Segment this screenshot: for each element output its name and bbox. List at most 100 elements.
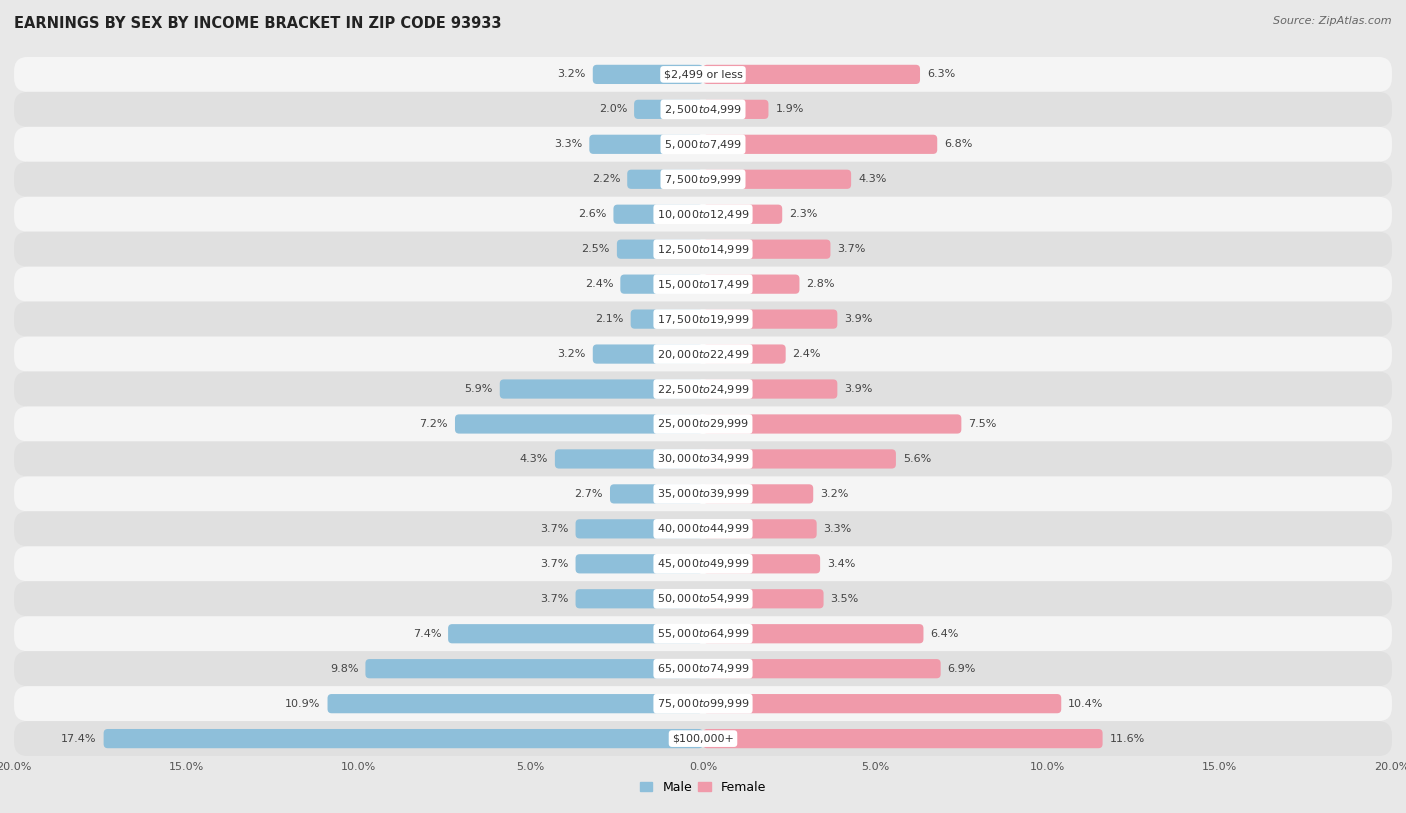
FancyBboxPatch shape (14, 686, 1392, 721)
FancyBboxPatch shape (703, 170, 851, 189)
FancyBboxPatch shape (703, 485, 813, 503)
Text: 3.7%: 3.7% (540, 593, 568, 604)
FancyBboxPatch shape (14, 302, 1392, 337)
FancyBboxPatch shape (575, 554, 703, 573)
Text: 4.3%: 4.3% (520, 454, 548, 464)
Text: 1.9%: 1.9% (775, 104, 804, 115)
FancyBboxPatch shape (14, 441, 1392, 476)
FancyBboxPatch shape (14, 546, 1392, 581)
Text: 2.4%: 2.4% (585, 279, 613, 289)
FancyBboxPatch shape (703, 135, 938, 154)
Text: 5.9%: 5.9% (464, 384, 494, 394)
Text: $65,000 to $74,999: $65,000 to $74,999 (657, 663, 749, 675)
FancyBboxPatch shape (14, 372, 1392, 406)
FancyBboxPatch shape (631, 310, 703, 328)
Text: 2.7%: 2.7% (575, 489, 603, 499)
FancyBboxPatch shape (14, 581, 1392, 616)
Text: $75,000 to $99,999: $75,000 to $99,999 (657, 698, 749, 710)
Text: 2.1%: 2.1% (595, 314, 624, 324)
FancyBboxPatch shape (14, 232, 1392, 267)
Text: $15,000 to $17,499: $15,000 to $17,499 (657, 278, 749, 290)
Text: $30,000 to $34,999: $30,000 to $34,999 (657, 453, 749, 465)
FancyBboxPatch shape (703, 205, 782, 224)
Text: 6.9%: 6.9% (948, 663, 976, 674)
FancyBboxPatch shape (14, 197, 1392, 232)
Legend: Male, Female: Male, Female (636, 776, 770, 799)
FancyBboxPatch shape (703, 65, 920, 84)
Text: 3.7%: 3.7% (838, 244, 866, 254)
Text: 2.3%: 2.3% (789, 209, 817, 220)
Text: EARNINGS BY SEX BY INCOME BRACKET IN ZIP CODE 93933: EARNINGS BY SEX BY INCOME BRACKET IN ZIP… (14, 16, 502, 31)
Text: 6.8%: 6.8% (945, 139, 973, 150)
FancyBboxPatch shape (610, 485, 703, 503)
Text: 3.5%: 3.5% (831, 593, 859, 604)
FancyBboxPatch shape (703, 589, 824, 608)
FancyBboxPatch shape (589, 135, 703, 154)
FancyBboxPatch shape (555, 450, 703, 468)
FancyBboxPatch shape (14, 337, 1392, 372)
Text: $10,000 to $12,499: $10,000 to $12,499 (657, 208, 749, 220)
Text: 3.3%: 3.3% (554, 139, 582, 150)
Text: $35,000 to $39,999: $35,000 to $39,999 (657, 488, 749, 500)
FancyBboxPatch shape (627, 170, 703, 189)
FancyBboxPatch shape (703, 729, 1102, 748)
FancyBboxPatch shape (366, 659, 703, 678)
Text: $20,000 to $22,499: $20,000 to $22,499 (657, 348, 749, 360)
Text: $40,000 to $44,999: $40,000 to $44,999 (657, 523, 749, 535)
FancyBboxPatch shape (104, 729, 703, 748)
Text: 11.6%: 11.6% (1109, 733, 1144, 744)
Text: $25,000 to $29,999: $25,000 to $29,999 (657, 418, 749, 430)
Text: 4.3%: 4.3% (858, 174, 886, 185)
Text: 3.7%: 3.7% (540, 559, 568, 569)
FancyBboxPatch shape (617, 240, 703, 259)
FancyBboxPatch shape (703, 554, 820, 573)
FancyBboxPatch shape (14, 57, 1392, 92)
FancyBboxPatch shape (14, 267, 1392, 302)
Text: $2,500 to $4,999: $2,500 to $4,999 (664, 103, 742, 115)
Text: 3.7%: 3.7% (540, 524, 568, 534)
Text: 17.4%: 17.4% (62, 733, 97, 744)
Text: Source: ZipAtlas.com: Source: ZipAtlas.com (1274, 16, 1392, 26)
FancyBboxPatch shape (703, 450, 896, 468)
Text: 2.2%: 2.2% (592, 174, 620, 185)
Text: 10.4%: 10.4% (1069, 698, 1104, 709)
FancyBboxPatch shape (703, 310, 838, 328)
Text: $17,500 to $19,999: $17,500 to $19,999 (657, 313, 749, 325)
FancyBboxPatch shape (703, 694, 1062, 713)
FancyBboxPatch shape (449, 624, 703, 643)
Text: $50,000 to $54,999: $50,000 to $54,999 (657, 593, 749, 605)
FancyBboxPatch shape (703, 345, 786, 363)
FancyBboxPatch shape (575, 589, 703, 608)
Text: 6.3%: 6.3% (927, 69, 955, 80)
FancyBboxPatch shape (14, 651, 1392, 686)
Text: $2,499 or less: $2,499 or less (664, 69, 742, 80)
FancyBboxPatch shape (499, 380, 703, 398)
FancyBboxPatch shape (14, 476, 1392, 511)
FancyBboxPatch shape (703, 624, 924, 643)
Text: 10.9%: 10.9% (285, 698, 321, 709)
FancyBboxPatch shape (703, 275, 800, 293)
FancyBboxPatch shape (14, 127, 1392, 162)
Text: 3.2%: 3.2% (558, 349, 586, 359)
Text: 7.5%: 7.5% (969, 419, 997, 429)
Text: 2.8%: 2.8% (807, 279, 835, 289)
FancyBboxPatch shape (703, 659, 941, 678)
FancyBboxPatch shape (14, 162, 1392, 197)
FancyBboxPatch shape (634, 100, 703, 119)
Text: 5.6%: 5.6% (903, 454, 931, 464)
FancyBboxPatch shape (703, 520, 817, 538)
Text: 2.0%: 2.0% (599, 104, 627, 115)
FancyBboxPatch shape (328, 694, 703, 713)
Text: $100,000+: $100,000+ (672, 733, 734, 744)
Text: 3.3%: 3.3% (824, 524, 852, 534)
Text: $45,000 to $49,999: $45,000 to $49,999 (657, 558, 749, 570)
FancyBboxPatch shape (593, 345, 703, 363)
FancyBboxPatch shape (703, 415, 962, 433)
FancyBboxPatch shape (613, 205, 703, 224)
Text: 2.6%: 2.6% (578, 209, 606, 220)
Text: $22,500 to $24,999: $22,500 to $24,999 (657, 383, 749, 395)
Text: 9.8%: 9.8% (330, 663, 359, 674)
FancyBboxPatch shape (703, 240, 831, 259)
Text: 3.9%: 3.9% (844, 314, 873, 324)
FancyBboxPatch shape (620, 275, 703, 293)
